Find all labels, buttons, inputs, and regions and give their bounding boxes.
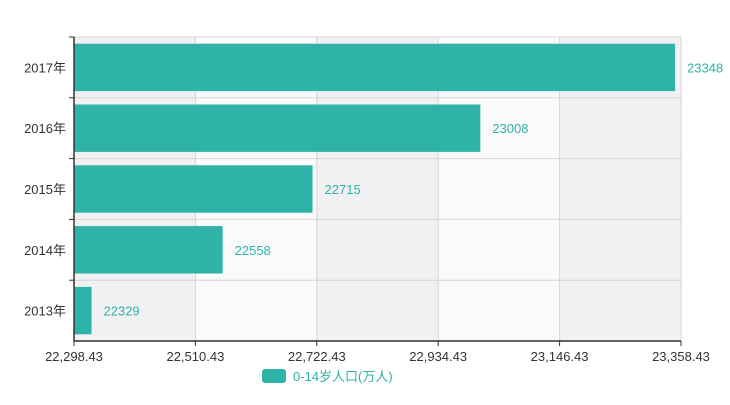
x-tick-label: 23,358.43: [652, 349, 710, 364]
data-label: 22558: [235, 243, 271, 258]
axes: [69, 36, 682, 346]
data-label: 23348: [687, 60, 723, 75]
bar-2013年: [74, 286, 92, 335]
x-tick-label: 22,722.43: [288, 349, 346, 364]
bar-2017年: [74, 43, 676, 92]
category-label: 2015年: [24, 182, 66, 197]
category-label: 2014年: [24, 243, 66, 258]
x-tick-label: 22,934.43: [409, 349, 467, 364]
legend-swatch: [262, 369, 286, 383]
bar-2014年: [74, 226, 223, 274]
category-label: 2013年: [24, 304, 66, 319]
x-tick-label: 22,510.43: [166, 349, 224, 364]
x-tick-label: 23,146.43: [531, 349, 589, 364]
category-label: 2017年: [24, 60, 66, 75]
bars: [74, 43, 676, 335]
legend-label: 0-14岁人口(万人): [293, 369, 393, 384]
category-label: 2016年: [24, 121, 66, 136]
grid-lines: [74, 36, 682, 342]
labels: 22329 2013年 22558 2014年 22715 2015年 23008 2016年…: [24, 60, 723, 364]
data-label: 23008: [492, 121, 528, 136]
data-label: 22715: [325, 182, 361, 197]
data-label: 22329: [104, 304, 140, 319]
x-tick-label: 22,298.43: [45, 349, 103, 364]
bar-2015年: [74, 165, 313, 213]
bar-2016年: [74, 104, 481, 152]
legend[interactable]: 0-14岁人口(万人): [262, 369, 393, 384]
